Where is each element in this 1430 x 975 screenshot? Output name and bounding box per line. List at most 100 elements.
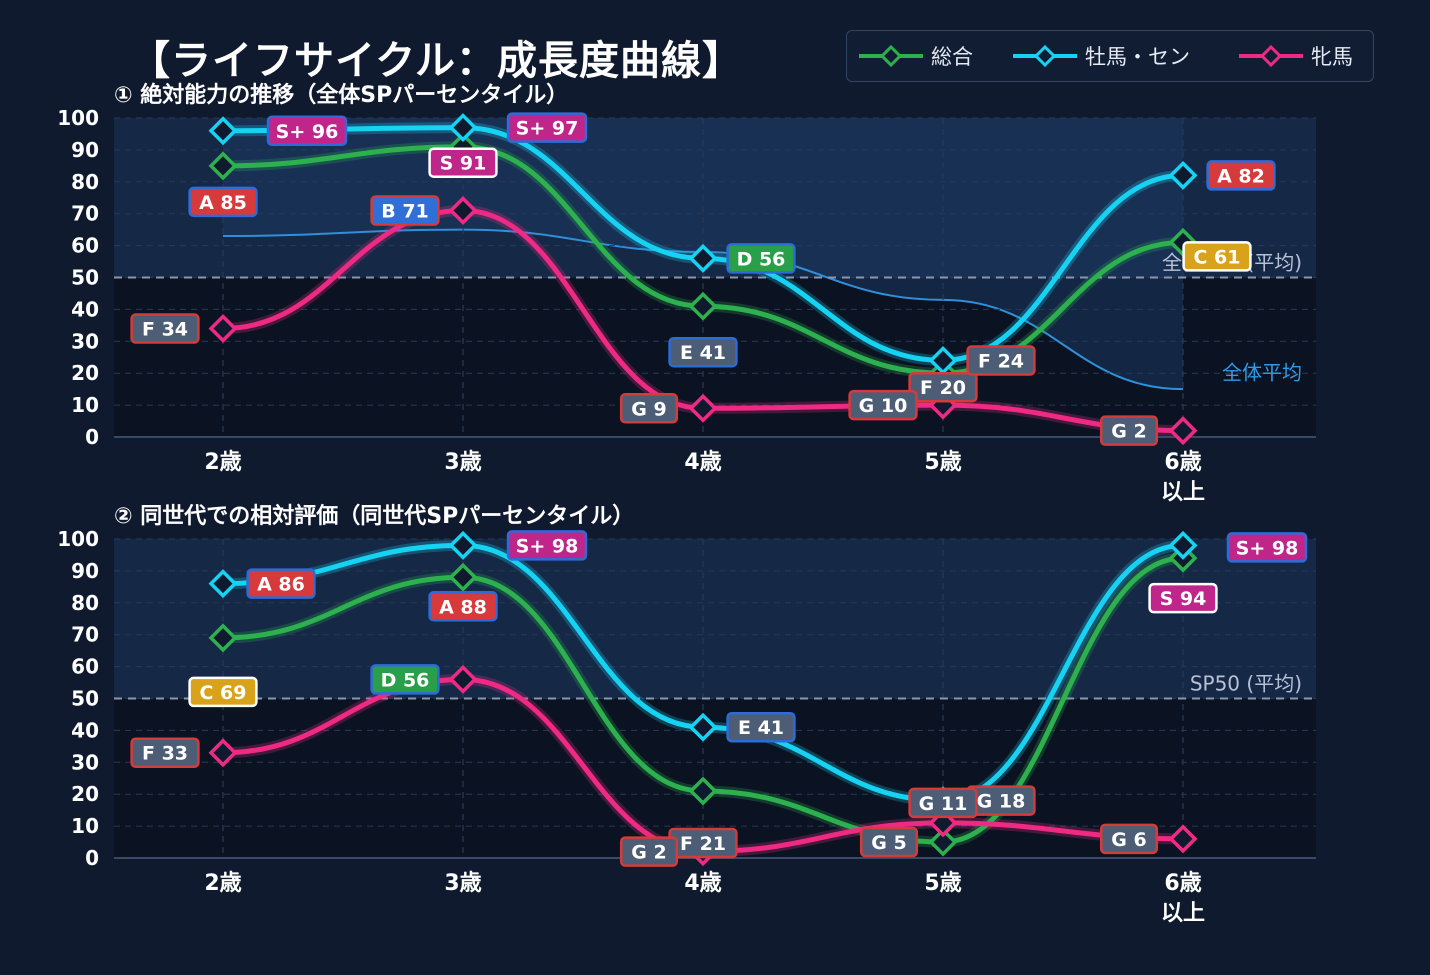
y-tick-label: 20 [71, 361, 99, 385]
data-label: S+ 97 [506, 112, 588, 143]
legend-swatch-icon [859, 44, 923, 68]
data-label: B 71 [370, 195, 440, 226]
y-tick-label: 90 [71, 559, 99, 583]
data-point-marker [1168, 824, 1198, 854]
data-label-box [246, 568, 316, 599]
data-point-marker [448, 530, 478, 560]
data-label-text: F 21 [680, 833, 726, 855]
data-label-text: F 24 [978, 350, 1024, 372]
data-label-text: C 61 [1194, 246, 1241, 268]
x-tick-label: 2歳 [204, 450, 241, 475]
x-tick-label: 5歳 [924, 871, 961, 896]
data-label: D 56 [726, 243, 796, 274]
data-label-text: A 82 [1217, 165, 1265, 187]
data-label-box [619, 836, 679, 867]
data-label: A 82 [1206, 160, 1276, 191]
data-label-text: F 34 [142, 319, 188, 341]
y-tick-label: 50 [71, 266, 99, 290]
data-label-box [1206, 160, 1276, 191]
data-label-box [188, 676, 258, 708]
chart-panel: ① 絶対能力の推移（全体SPパーセンタイル） 0 10 20 30 40 50 60 70 80 9… [57, 82, 1316, 505]
data-label-text: G 18 [977, 791, 1026, 813]
data-point-marker [1168, 530, 1198, 560]
y-tick-label: 100 [57, 527, 99, 551]
data-label-box [188, 186, 258, 218]
data-label-text: S 94 [1160, 588, 1207, 610]
y-tick-label: 30 [71, 750, 99, 774]
data-label-text: C 69 [200, 682, 247, 704]
data-label-text: S+ 96 [276, 121, 339, 143]
y-tick-label: 70 [71, 623, 99, 647]
data-point-marker [448, 562, 478, 592]
data-point-marker [688, 712, 718, 742]
x-tick-label: 3歳 [444, 450, 481, 475]
y-tick-label: 90 [71, 138, 99, 162]
y-tick-label: 0 [85, 425, 99, 449]
reference-label: SP50 (平均) [1190, 672, 1302, 696]
data-label-box [370, 664, 440, 695]
data-label: G 9 [619, 393, 679, 424]
data-label-box [848, 389, 918, 421]
data-label-box [1099, 823, 1159, 855]
data-label: F 33 [130, 737, 200, 768]
data-label: S+ 98 [1226, 532, 1308, 563]
data-label: A 88 [428, 591, 498, 622]
x-tick-label: 3歳 [444, 871, 481, 896]
y-tick-label: 40 [71, 297, 99, 321]
data-label: G 18 [966, 785, 1036, 816]
legend-label: 牡馬・セン [1085, 45, 1190, 69]
data-label-text: G 5 [871, 832, 906, 854]
x-tick-label: 4歳 [684, 871, 721, 896]
data-label-box [130, 737, 200, 768]
y-tick-label: 50 [71, 687, 99, 711]
data-label: A 85 [188, 186, 258, 218]
x-tick-label: 以上 [1161, 480, 1205, 505]
data-label: D 56 [370, 664, 440, 695]
data-label-box [1226, 532, 1308, 563]
x-tick-label: 5歳 [924, 450, 961, 475]
data-label: G 6 [1099, 823, 1159, 855]
data-label: S+ 98 [506, 530, 588, 561]
data-label-box [506, 530, 588, 561]
legend-label: 牝馬 [1311, 45, 1353, 69]
data-label: S+ 96 [266, 115, 348, 147]
data-label-text: S+ 97 [516, 118, 579, 140]
y-tick-label: 0 [85, 846, 99, 870]
legend-label: 総合 [931, 45, 973, 69]
data-label-box [428, 591, 498, 622]
data-label-box [859, 826, 919, 858]
data-label: G 2 [1099, 415, 1159, 446]
data-label: C 69 [188, 676, 258, 708]
data-label: G 2 [619, 836, 679, 867]
data-point-marker [208, 623, 238, 653]
series-line [220, 125, 1186, 363]
y-tick-label: 70 [71, 202, 99, 226]
data-label: E 41 [668, 336, 738, 368]
data-label-box [726, 711, 796, 743]
data-point-marker [688, 393, 718, 423]
y-tick-label: 60 [71, 234, 99, 258]
data-label: C 61 [1182, 241, 1252, 272]
data-point-marker [688, 291, 718, 321]
chart-subtitle: ② 同世代での相対評価（同世代SPパーセンタイル） [114, 503, 634, 529]
y-tick-label: 40 [71, 718, 99, 742]
data-label-text: S 91 [440, 153, 487, 175]
legend-item: 牡馬・セン [1013, 31, 1190, 81]
data-label-text: B 71 [381, 201, 429, 223]
data-point-marker [1168, 416, 1198, 446]
chart-panel: ② 同世代での相対評価（同世代SPパーセンタイル） 0 10 20 30 40 50 60 70… [57, 503, 1316, 926]
data-label-text: G 2 [631, 842, 666, 864]
data-label-text: A 85 [199, 192, 247, 214]
data-label-text: G 11 [919, 793, 968, 815]
data-label-text: A 86 [257, 574, 305, 596]
legend-swatch-icon [1013, 44, 1077, 68]
legend-swatch-icon [1239, 44, 1303, 68]
data-label-box [908, 371, 978, 403]
data-point-marker [1168, 160, 1198, 190]
y-tick-label: 80 [71, 170, 99, 194]
data-point-marker [688, 243, 718, 273]
data-label-text: A 88 [439, 596, 487, 618]
y-tick-label: 20 [71, 782, 99, 806]
data-label-text: F 20 [920, 377, 966, 399]
data-label-box [130, 313, 200, 344]
